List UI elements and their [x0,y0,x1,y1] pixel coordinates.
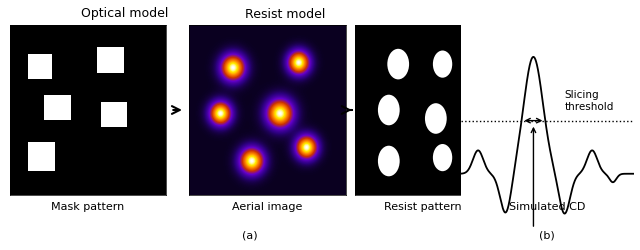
Text: Simulated CD: Simulated CD [509,202,586,212]
Text: Optical model: Optical model [81,8,168,20]
Text: Slicing
threshold: Slicing threshold [564,90,614,112]
Bar [28,54,52,80]
Text: Resist pattern: Resist pattern [383,202,461,212]
Text: (a): (a) [242,230,257,240]
Bar [44,95,71,120]
Ellipse shape [378,95,400,125]
Ellipse shape [387,49,409,80]
Text: Aerial image: Aerial image [232,202,302,212]
Ellipse shape [433,144,452,171]
Text: Mask pattern: Mask pattern [51,202,125,212]
Bar [28,142,55,171]
Bar [97,47,124,72]
Ellipse shape [378,146,400,176]
Text: (b): (b) [540,230,555,240]
Ellipse shape [425,103,447,134]
Ellipse shape [433,50,452,78]
Text: Resist model: Resist model [244,8,325,20]
Bar [100,102,127,127]
